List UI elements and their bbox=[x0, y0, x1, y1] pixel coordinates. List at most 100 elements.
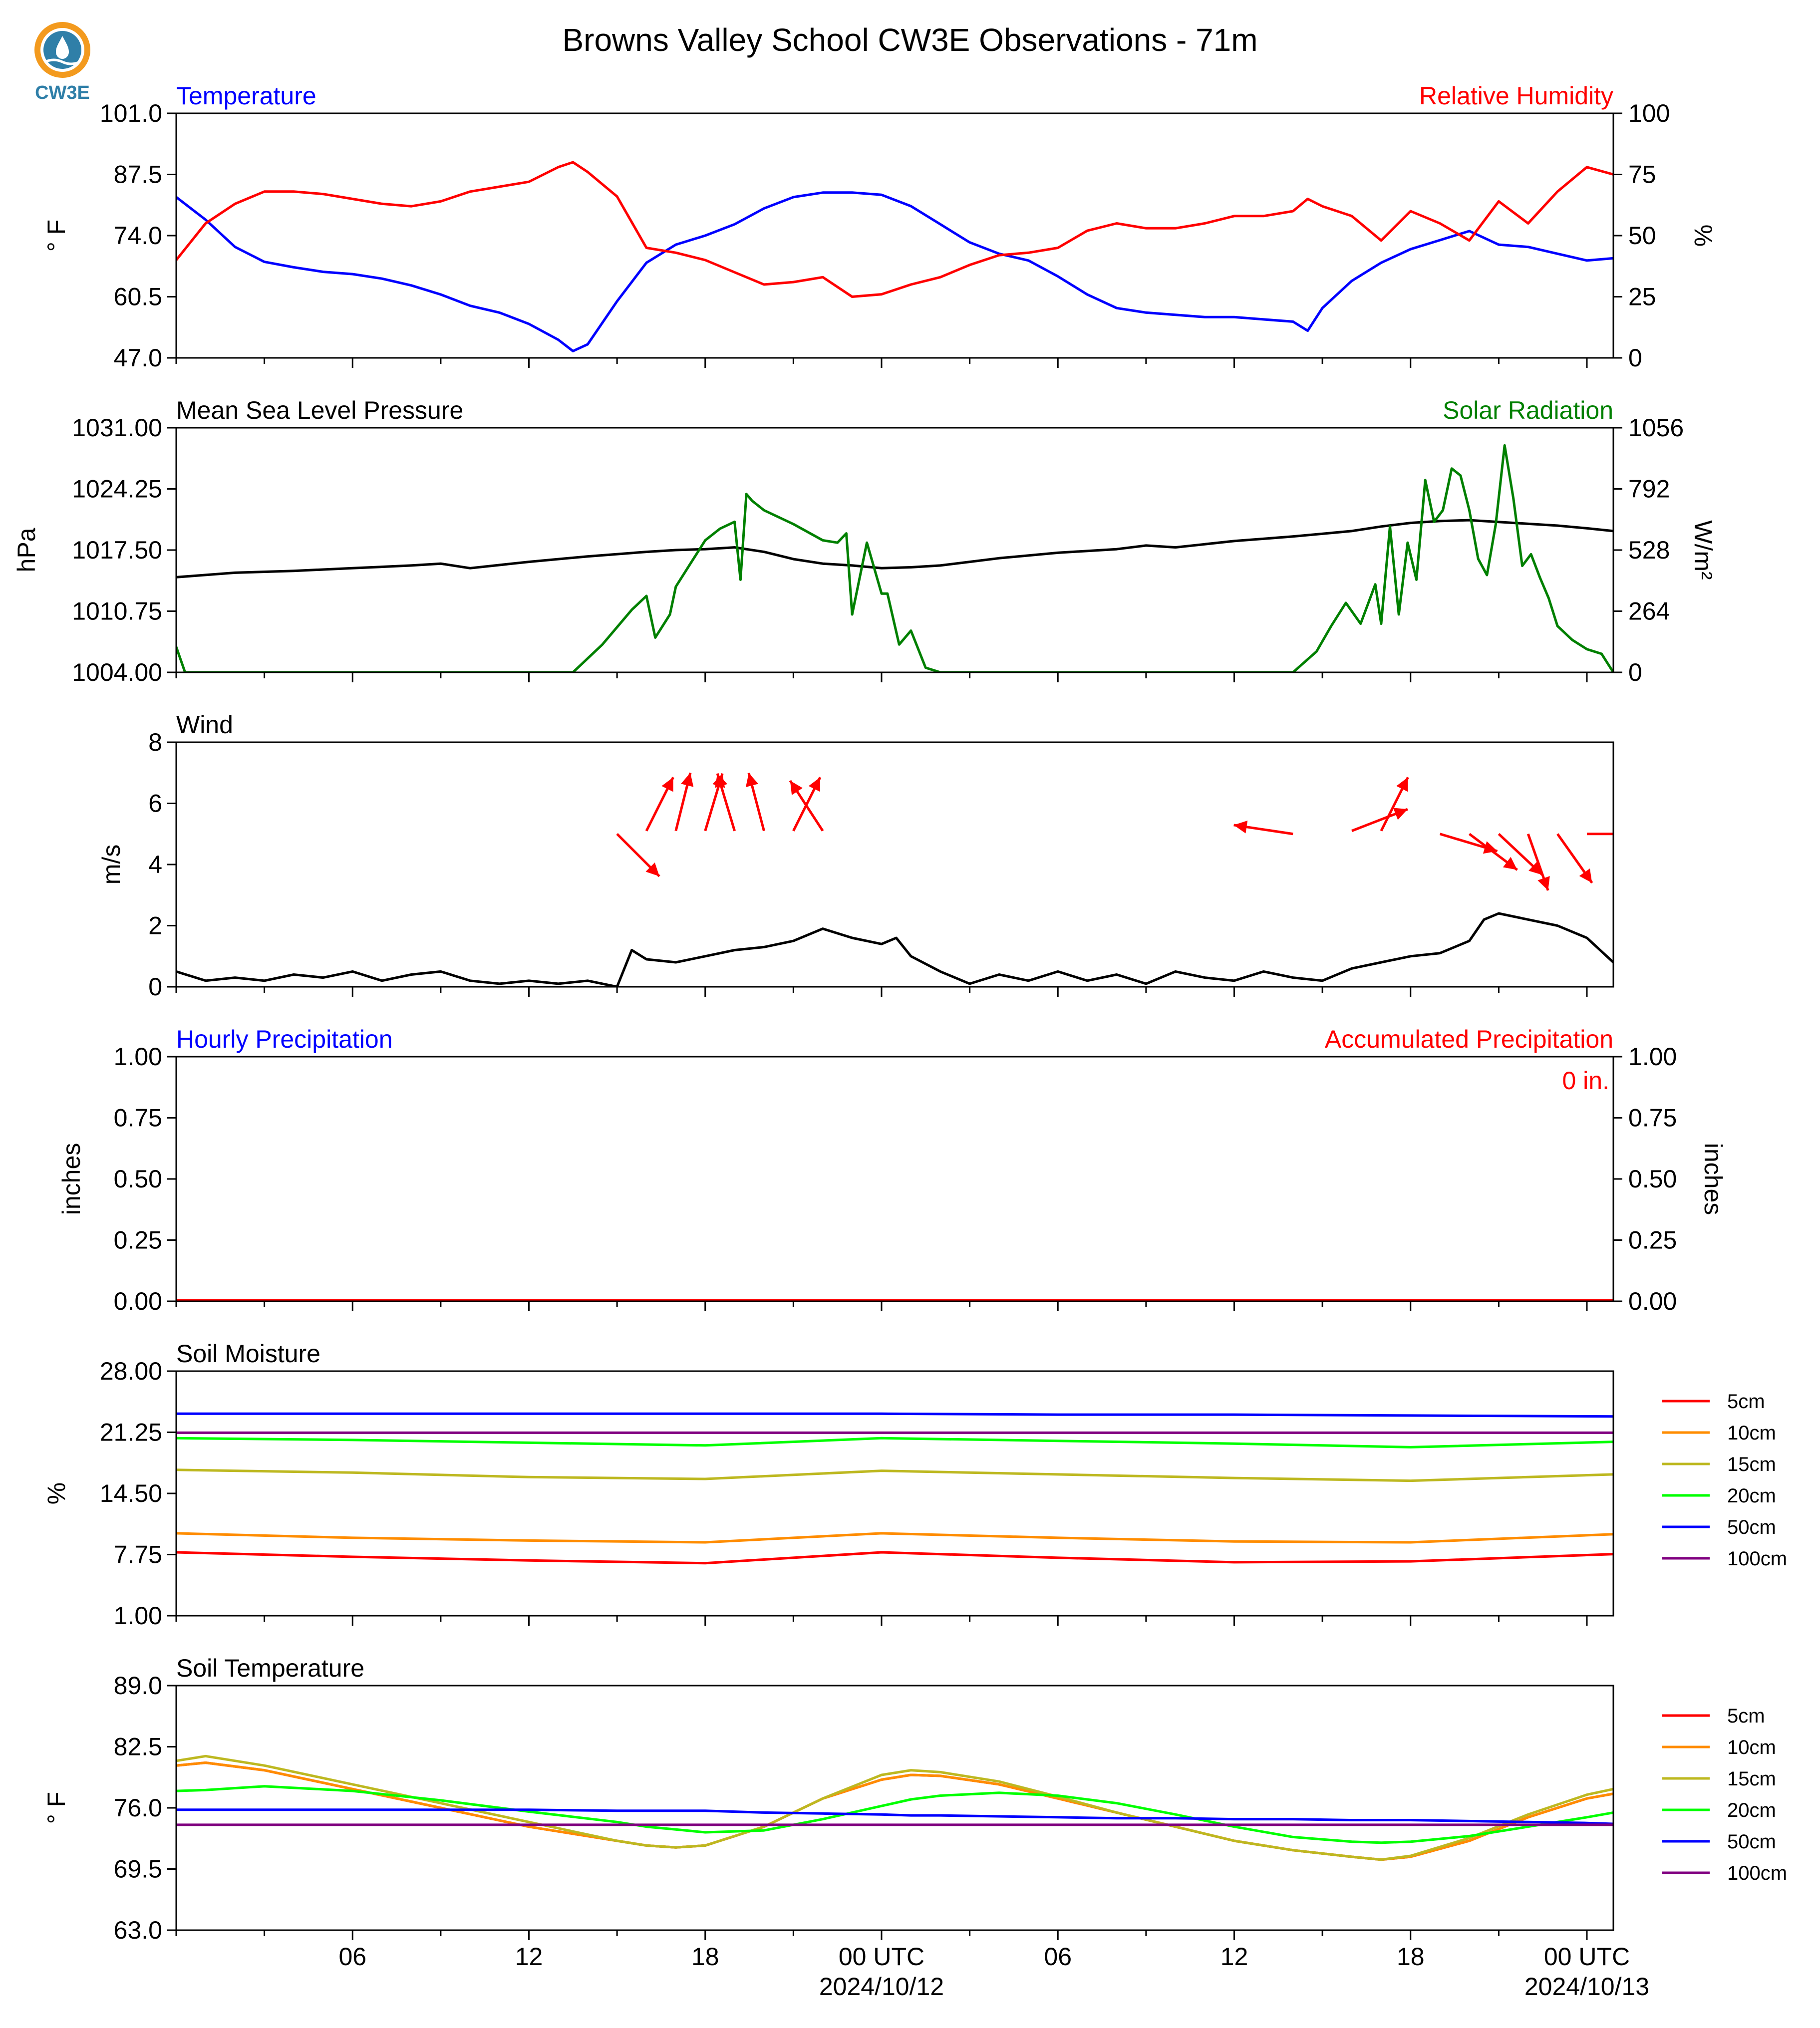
y-tick-label: 1.00 bbox=[114, 1043, 162, 1071]
y-axis-label-right: % bbox=[1689, 225, 1717, 247]
accumulated-precip-label: 0 in. bbox=[1562, 1067, 1609, 1095]
legend-label: 15cm bbox=[1727, 1768, 1776, 1790]
panel-title-left: Soil Moisture bbox=[176, 1340, 320, 1368]
wind-arrow-head bbox=[1483, 841, 1498, 854]
y-right-tick-label: 0 bbox=[1628, 658, 1642, 686]
series-line-wind-speed bbox=[176, 912, 1613, 987]
y-tick-label: 28.00 bbox=[100, 1357, 162, 1385]
panel-title-left: Soil Temperature bbox=[176, 1654, 364, 1682]
panels: Temperature Relative Humidity 47.0 60.5 74.0… bbox=[12, 82, 1787, 2001]
legend-label: 50cm bbox=[1727, 1831, 1776, 1853]
panel-frame bbox=[175, 1056, 1614, 1302]
y-right-tick-label: 50 bbox=[1628, 222, 1656, 250]
y-tick-label: 76.0 bbox=[114, 1794, 162, 1822]
panel-frame bbox=[175, 427, 1614, 673]
series-line-50cm bbox=[176, 1808, 1613, 1825]
y-tick-label: 63.0 bbox=[114, 1916, 162, 1944]
panel-frame bbox=[175, 1370, 1614, 1617]
y-tick-label: 0.00 bbox=[114, 1287, 162, 1315]
y-right-tick-label: 1056 bbox=[1628, 414, 1684, 442]
series-line-15cm bbox=[176, 1754, 1613, 1861]
y-tick-label: 14.50 bbox=[100, 1479, 162, 1507]
y-tick-label: 87.5 bbox=[114, 161, 162, 189]
panel-3: Hourly Precipitation Accumulated Precipit… bbox=[57, 1025, 1727, 1315]
panel-1: Mean Sea Level Pressure Solar Radiation 10… bbox=[12, 396, 1717, 686]
y-axis-label-right: inches bbox=[1699, 1143, 1727, 1215]
y-axis-label: m/s bbox=[97, 845, 125, 885]
wind-arrow-head bbox=[1537, 876, 1550, 890]
y-axis-label: ° F bbox=[42, 220, 70, 252]
plot-area bbox=[176, 161, 1613, 352]
panel-title-right: Relative Humidity bbox=[1419, 82, 1613, 110]
wind-arrow-head bbox=[1528, 861, 1542, 875]
legend-label: 15cm bbox=[1727, 1453, 1776, 1475]
panel-title-left: Mean Sea Level Pressure bbox=[176, 396, 463, 424]
cw3e-logo-icon: CW3E bbox=[34, 22, 90, 103]
y-tick-label: 7.75 bbox=[114, 1541, 162, 1569]
y-right-tick-label: 0.00 bbox=[1628, 1287, 1677, 1315]
panel-frame bbox=[175, 1685, 1614, 1931]
y-axis-label-right: W/m² bbox=[1689, 520, 1717, 579]
legend-label: 100cm bbox=[1727, 1548, 1787, 1570]
panel-title-left: Wind bbox=[176, 711, 233, 739]
panel-0: Temperature Relative Humidity 47.0 60.5 74.0… bbox=[42, 82, 1717, 372]
y-tick-label: 0.75 bbox=[114, 1104, 162, 1132]
y-tick-label: 60.5 bbox=[114, 283, 162, 311]
y-tick-label: 6 bbox=[148, 790, 162, 818]
wind-arrow-head bbox=[645, 863, 659, 876]
y-right-tick-label: 264 bbox=[1628, 597, 1670, 625]
legend-label: 5cm bbox=[1727, 1391, 1765, 1413]
y-tick-label: 0.50 bbox=[114, 1165, 162, 1193]
y-tick-label: 0.25 bbox=[114, 1226, 162, 1254]
y-right-tick-label: 0.25 bbox=[1628, 1226, 1677, 1254]
series-line-15cm bbox=[176, 1468, 1613, 1482]
y-tick-label: 1017.50 bbox=[72, 536, 162, 564]
plot-area bbox=[176, 772, 1613, 987]
x-tick-label: 12 bbox=[1220, 1943, 1248, 1971]
y-right-tick-label: 0.50 bbox=[1628, 1165, 1677, 1193]
panel-title-right: Solar Radiation bbox=[1443, 396, 1613, 424]
series-line-temperature bbox=[176, 191, 1613, 352]
wind-arrow-head bbox=[1396, 777, 1408, 792]
y-right-tick-label: 25 bbox=[1628, 283, 1656, 311]
series-line-relative-humidity bbox=[176, 161, 1613, 298]
y-right-tick-label: 100 bbox=[1628, 99, 1670, 127]
legend-label: 10cm bbox=[1727, 1737, 1776, 1758]
wind-arrow-head bbox=[808, 777, 821, 792]
y-right-tick-label: 0 bbox=[1628, 344, 1642, 372]
y-axis-label: inches bbox=[57, 1143, 85, 1215]
y-tick-label: 1.00 bbox=[114, 1602, 162, 1630]
y-tick-label: 47.0 bbox=[114, 344, 162, 372]
y-tick-label: 21.25 bbox=[100, 1419, 162, 1447]
x-tick-label: 00 UTC bbox=[1544, 1943, 1630, 1971]
wind-arrow-head bbox=[1503, 857, 1517, 870]
y-tick-label: 74.0 bbox=[114, 222, 162, 250]
panel-title-left: Hourly Precipitation bbox=[176, 1025, 393, 1053]
y-right-tick-label: 75 bbox=[1628, 161, 1656, 189]
y-tick-label: 4 bbox=[148, 851, 162, 878]
x-tick-label: 18 bbox=[691, 1943, 719, 1971]
y-tick-label: 82.5 bbox=[114, 1733, 162, 1761]
panel-frame bbox=[175, 112, 1614, 359]
x-tick-label: 06 bbox=[1044, 1943, 1072, 1971]
legend: 5cm 10cm 15cm 20cm 50cm 100cm bbox=[1662, 1705, 1787, 1884]
wind-arrow-head bbox=[1233, 820, 1248, 834]
panel-title-left: Temperature bbox=[176, 82, 316, 110]
y-tick-label: 2 bbox=[148, 912, 162, 940]
y-tick-label: 1010.75 bbox=[72, 597, 162, 625]
y-tick-label: 0 bbox=[148, 973, 162, 1001]
legend-label: 5cm bbox=[1727, 1705, 1765, 1727]
series-line-5cm bbox=[176, 1551, 1613, 1565]
y-axis-label: hPa bbox=[12, 528, 40, 572]
wind-arrow-head bbox=[1393, 808, 1408, 820]
y-axis-label: % bbox=[42, 1482, 70, 1504]
y-right-tick-label: 1.00 bbox=[1628, 1043, 1677, 1071]
wind-arrow-head bbox=[746, 773, 759, 788]
wind-arrow-head bbox=[715, 773, 728, 788]
y-tick-label: 8 bbox=[148, 728, 162, 756]
series-line-solar-radiation bbox=[176, 444, 1613, 672]
series-line-20cm bbox=[176, 1437, 1613, 1449]
y-axis-label: ° F bbox=[42, 1792, 70, 1824]
legend-label: 10cm bbox=[1727, 1422, 1776, 1444]
